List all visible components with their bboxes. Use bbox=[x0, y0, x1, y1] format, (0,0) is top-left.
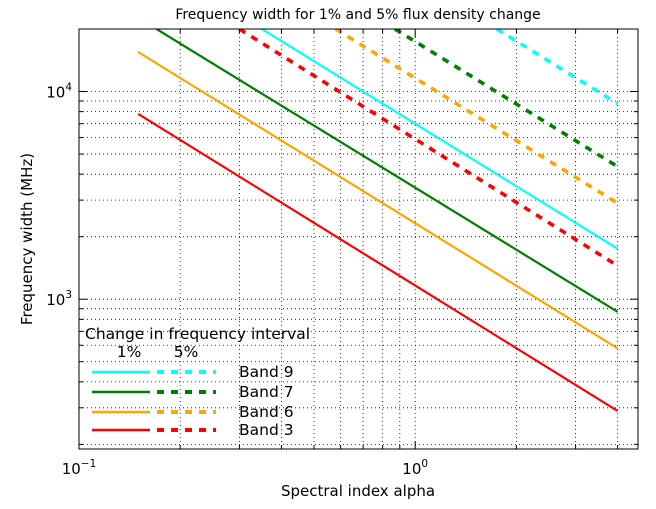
chart-title: Frequency width for 1% and 5% flux densi… bbox=[175, 7, 540, 23]
legend-col-5pct: 5% bbox=[174, 343, 199, 361]
x-tick-exp: −1 bbox=[81, 458, 96, 470]
y-tick-exp: 3 bbox=[65, 289, 72, 301]
series-band-7-5pct bbox=[393, 29, 619, 169]
series-band-9-1pct bbox=[261, 29, 619, 250]
legend: Change in frequency interval 1% 5% Band … bbox=[85, 325, 310, 439]
x-tick-exp: 0 bbox=[421, 458, 428, 470]
x-tick-label: 10−1 bbox=[62, 458, 97, 478]
legend-band-6-label: Band 6 bbox=[239, 403, 294, 421]
series-layer bbox=[137, 29, 619, 412]
y-tick-exp: 4 bbox=[65, 82, 72, 94]
x-tick-label: 100 bbox=[402, 458, 428, 478]
y-tick-base: 10 bbox=[46, 291, 65, 309]
legend-band-3-label: Band 3 bbox=[239, 421, 294, 439]
ticks bbox=[78, 28, 638, 449]
plot-frame bbox=[78, 28, 639, 450]
x-tick-base: 10 bbox=[62, 460, 81, 478]
series-band-3-1pct bbox=[137, 112, 619, 412]
series-band-3-5pct bbox=[238, 29, 619, 268]
y-tick-label: 104 bbox=[46, 82, 72, 102]
series-band-9-5pct bbox=[495, 29, 619, 106]
y-axis-label: Frequency width (MHz) bbox=[18, 153, 36, 325]
y-tick-base: 10 bbox=[46, 84, 65, 102]
legend-col-1pct: 1% bbox=[117, 343, 142, 361]
legend-band-9-label: Band 9 bbox=[239, 363, 294, 381]
y-tick-label: 103 bbox=[46, 289, 72, 309]
legend-band-7-label: Band 7 bbox=[239, 383, 294, 401]
series-band-7-1pct bbox=[155, 29, 619, 313]
x-axis-label: Spectral index alpha bbox=[281, 482, 435, 500]
series-band-6-1pct bbox=[137, 51, 619, 350]
legend-title: Change in frequency interval bbox=[85, 325, 310, 343]
x-tick-base: 10 bbox=[402, 460, 421, 478]
